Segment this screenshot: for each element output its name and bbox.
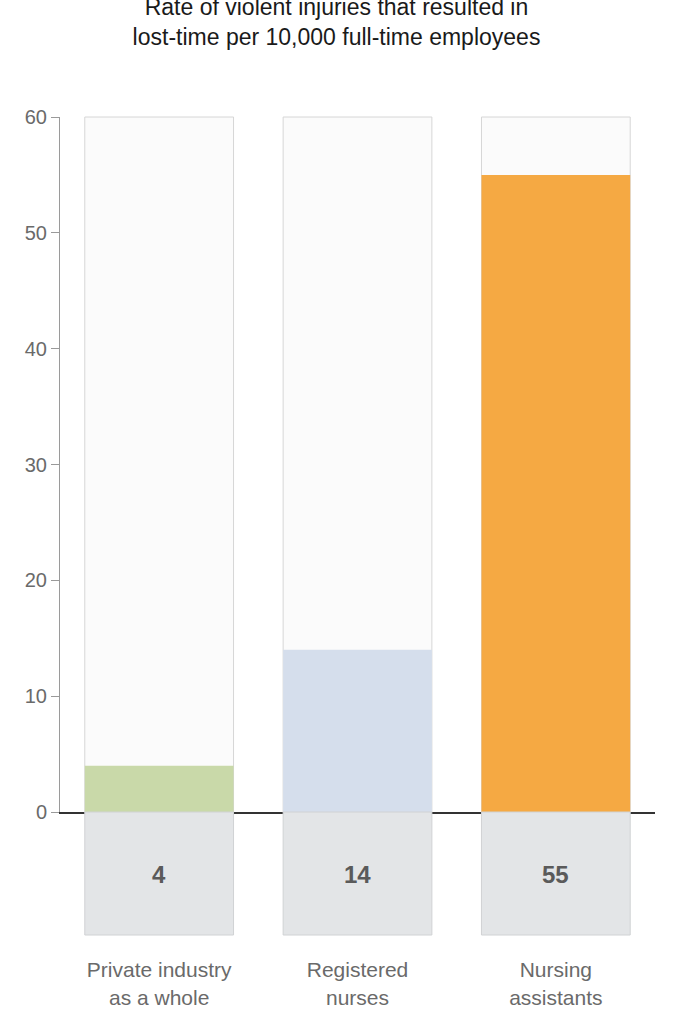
svg-text:4: 4 [152, 861, 166, 888]
svg-text:20: 20 [25, 569, 47, 591]
svg-text:0: 0 [36, 801, 47, 823]
svg-text:10: 10 [25, 685, 47, 707]
svg-text:50: 50 [25, 222, 47, 244]
svg-text:Rate of violent injuries that: Rate of violent injuries that resulted i… [133, 0, 541, 50]
svg-text:Private industryas a whole: Private industryas a whole [87, 958, 232, 1008]
svg-text:30: 30 [25, 454, 47, 476]
svg-text:14: 14 [344, 861, 371, 888]
svg-text:Nursingassistants: Nursingassistants [509, 958, 602, 1008]
svg-text:Registerednurses: Registerednurses [307, 958, 409, 1008]
svg-text:60: 60 [25, 106, 47, 128]
svg-text:55: 55 [542, 861, 569, 888]
svg-text:40: 40 [25, 338, 47, 360]
